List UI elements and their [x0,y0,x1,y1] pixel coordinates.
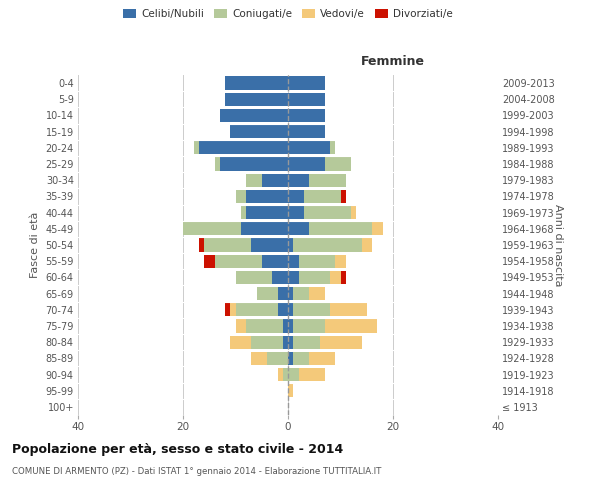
Bar [283,368,288,381]
Bar [309,222,372,235]
Bar [351,206,356,220]
Bar [246,320,283,332]
Bar [204,254,215,268]
Bar [267,352,288,365]
Bar [283,320,288,332]
Bar [288,303,293,316]
Bar [288,158,325,170]
Y-axis label: Anni di nascita: Anni di nascita [553,204,563,286]
Bar [246,190,288,203]
Bar [325,158,351,170]
Bar [283,336,288,349]
Y-axis label: Fasce di età: Fasce di età [30,212,40,278]
Bar [225,76,288,90]
Bar [257,287,277,300]
Bar [199,238,204,252]
Bar [288,384,293,398]
Bar [304,206,351,220]
Bar [288,206,304,220]
Bar [246,206,288,220]
Bar [330,303,367,316]
Bar [251,238,288,252]
Bar [288,336,293,349]
Bar [325,320,377,332]
Bar [288,352,293,365]
Bar [246,174,262,187]
Bar [241,222,288,235]
Legend: Celibi/Nubili, Coniugati/e, Vedovi/e, Divorziati/e: Celibi/Nubili, Coniugati/e, Vedovi/e, Di… [119,5,457,24]
Bar [299,368,325,381]
Bar [293,320,325,332]
Bar [235,270,272,284]
Bar [193,141,199,154]
Bar [262,174,288,187]
Bar [288,254,299,268]
Bar [304,190,341,203]
Bar [288,287,293,300]
Bar [372,222,383,235]
Bar [235,320,246,332]
Bar [277,368,283,381]
Bar [288,76,325,90]
Bar [309,352,335,365]
Bar [288,270,299,284]
Bar [335,254,346,268]
Bar [183,222,241,235]
Bar [288,238,293,252]
Bar [241,206,246,220]
Bar [215,254,262,268]
Bar [288,92,325,106]
Bar [220,158,288,170]
Bar [272,270,288,284]
Bar [251,352,267,365]
Bar [251,336,283,349]
Bar [299,254,335,268]
Bar [230,303,235,316]
Bar [341,270,346,284]
Bar [277,287,288,300]
Bar [288,125,325,138]
Bar [230,336,251,349]
Bar [299,270,330,284]
Bar [293,336,320,349]
Bar [288,222,309,235]
Bar [330,270,341,284]
Bar [220,109,288,122]
Bar [288,320,293,332]
Bar [288,368,299,381]
Bar [204,238,251,252]
Bar [288,109,325,122]
Bar [288,174,309,187]
Bar [309,174,346,187]
Bar [277,303,288,316]
Bar [330,141,335,154]
Bar [293,352,309,365]
Bar [288,141,330,154]
Bar [361,238,372,252]
Bar [341,190,346,203]
Text: Popolazione per età, sesso e stato civile - 2014: Popolazione per età, sesso e stato civil… [12,442,343,456]
Text: COMUNE DI ARMENTO (PZ) - Dati ISTAT 1° gennaio 2014 - Elaborazione TUTTITALIA.IT: COMUNE DI ARMENTO (PZ) - Dati ISTAT 1° g… [12,468,382,476]
Bar [262,254,288,268]
Bar [230,125,288,138]
Bar [199,141,288,154]
Bar [215,158,220,170]
Bar [293,303,330,316]
Bar [235,303,277,316]
Text: Femmine: Femmine [361,55,425,68]
Bar [293,238,361,252]
Bar [309,287,325,300]
Bar [288,190,304,203]
Bar [235,190,246,203]
Bar [293,287,309,300]
Bar [225,92,288,106]
Bar [225,303,230,316]
Bar [320,336,361,349]
